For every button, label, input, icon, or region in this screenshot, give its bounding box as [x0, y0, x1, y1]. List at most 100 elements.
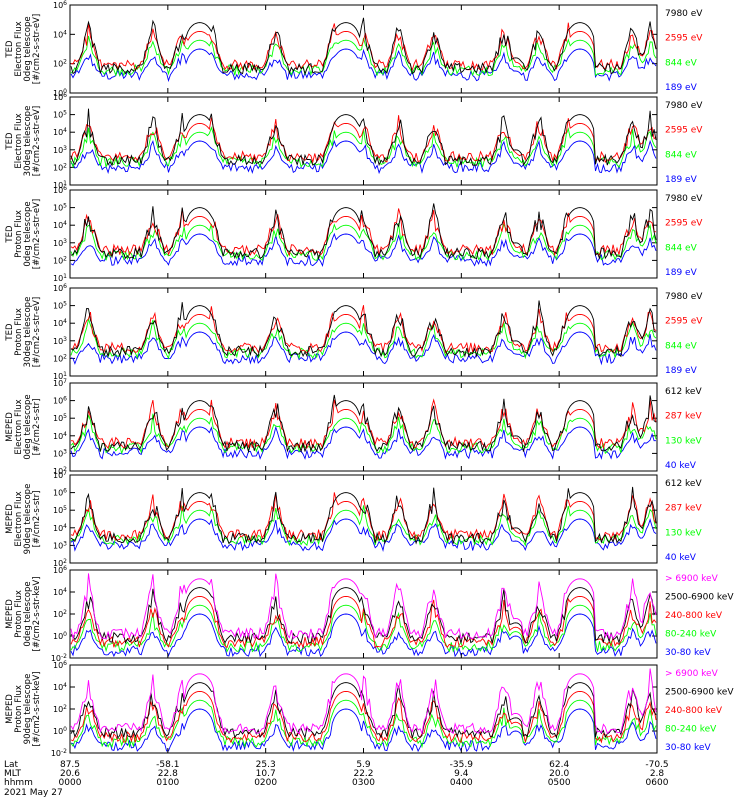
- x-tick-label-hhmm: 0000: [59, 778, 82, 788]
- y-tick-label: 104: [53, 682, 67, 692]
- y-tick-label: 103: [53, 145, 67, 155]
- y-tick-label: 107: [53, 470, 67, 480]
- y-tick-label: 104: [53, 127, 67, 137]
- y-axis-label: TED: [5, 132, 15, 151]
- legend-entry: 7980 eV: [665, 9, 703, 19]
- y-tick-label: 102: [53, 466, 67, 476]
- y-tick-label: 104: [53, 220, 67, 230]
- y-tick-label: 103: [53, 238, 67, 248]
- series-line: [70, 317, 657, 360]
- y-axis-label: 90deg telescope: [23, 674, 33, 745]
- series-line: [70, 108, 657, 167]
- y-tick-label: 104: [53, 523, 67, 533]
- legend-entry: 189 eV: [665, 366, 698, 376]
- y-tick-label: 104: [53, 318, 67, 328]
- y-axis-label: [#/cm2-s-str-keV]: [32, 577, 42, 652]
- y-tick-label: 104: [53, 431, 67, 441]
- y-tick-label: 104: [53, 29, 67, 39]
- x-tick-label-lat: -70.5: [645, 760, 668, 770]
- y-axis-label: 30deg telescope: [23, 106, 33, 177]
- x-tick-label-hhmm: 0400: [450, 778, 473, 788]
- x-tick-label-lat: 5.9: [356, 760, 371, 770]
- series-line: [70, 425, 656, 460]
- y-axis-label: Electron Flux: [14, 491, 24, 546]
- y-tick-label: 107: [53, 378, 67, 388]
- legend-entry: > 6900 keV: [665, 574, 719, 584]
- series-line: [70, 394, 657, 454]
- y-tick-label: 105: [53, 203, 67, 213]
- y-axis-label: MEPED: [5, 412, 15, 442]
- legend-entry: 40 keV: [665, 553, 697, 563]
- y-tick-label: 106: [53, 92, 67, 102]
- y-tick-label: 100: [53, 88, 67, 98]
- x-row-label-mlt: MLT: [4, 769, 22, 779]
- series-line: [70, 492, 657, 542]
- legend-entry: 130 keV: [665, 436, 702, 446]
- x-tick-label-mlt: 20.6: [60, 769, 80, 779]
- y-tick-label: 105: [53, 413, 67, 423]
- y-tick-label: 100: [53, 726, 67, 736]
- y-tick-label: 103: [53, 336, 67, 346]
- panel-3: 101 102 103 104 105 106 TED Proton Flux 0deg tel…: [5, 185, 703, 283]
- y-tick-label: 101: [53, 180, 67, 190]
- legend-entry: 2500-6900 keV: [665, 688, 734, 698]
- date-label: 2021 May 27: [4, 788, 63, 798]
- panel-7: 10-2 100 102 104 106 MEPED Proton Flux 0deg tel…: [5, 565, 734, 663]
- series-line: [70, 682, 657, 740]
- y-tick-label: 100: [53, 631, 67, 641]
- legend-entry: 80-240 keV: [665, 725, 717, 735]
- y-tick-label: 102: [53, 255, 67, 265]
- x-tick-label-mlt: 9.4: [454, 769, 469, 779]
- legend-entry: 7980 eV: [665, 194, 703, 204]
- x-row-label-hhmm: hhmm: [4, 778, 33, 788]
- y-axis-label: Electron Flux: [14, 399, 24, 454]
- y-axis-label: MEPED: [5, 504, 15, 534]
- x-tick-label-lat: 87.5: [60, 760, 80, 770]
- x-tick-label-mlt: 2.8: [650, 769, 665, 779]
- legend-entry: 189 eV: [665, 175, 698, 185]
- y-axis-label: [#/cm2-s-str-keV]: [32, 672, 42, 747]
- series-line: [70, 22, 657, 72]
- legend-entry: 844 eV: [665, 58, 698, 68]
- y-axis-label: Proton Flux: [14, 590, 24, 638]
- y-tick-label: 104: [53, 587, 67, 597]
- x-tick-label-hhmm: 0500: [548, 778, 571, 788]
- legend-entry: 30-80 keV: [665, 648, 711, 658]
- y-axis-label: TED: [5, 323, 15, 342]
- y-axis-label: TED: [5, 225, 15, 244]
- x-tick-label-mlt: 10.7: [256, 769, 276, 779]
- y-axis-label: Proton Flux: [14, 308, 24, 356]
- series-line: [70, 486, 657, 545]
- x-row-label-lat: Lat: [4, 760, 19, 770]
- series-line: [70, 505, 657, 547]
- legend-entry: 30-80 keV: [665, 743, 711, 753]
- y-tick-label: 102: [53, 353, 67, 363]
- y-axis-label: 0deg telescope: [23, 394, 33, 459]
- y-tick-label: 106: [53, 396, 67, 406]
- series-line: [70, 699, 657, 749]
- y-axis-label: [#/cm2-s-str-eV]: [32, 297, 42, 367]
- x-tick-label-lat: 62.4: [549, 760, 569, 770]
- y-axis-label: MEPED: [5, 599, 15, 629]
- x-tick-label-hhmm: 0300: [352, 778, 375, 788]
- legend-entry: 240-800 keV: [665, 611, 723, 621]
- x-tick-label-hhmm: 0100: [156, 778, 179, 788]
- legend-entry: 189 eV: [665, 83, 698, 93]
- legend-entry: 2500-6900 keV: [665, 593, 734, 603]
- series-line: [70, 604, 657, 653]
- x-tick-label-hhmm: 0200: [254, 778, 277, 788]
- legend-entry: 40 keV: [665, 461, 697, 471]
- legend-entry: 2595 eV: [665, 126, 703, 136]
- y-axis-label: Electron Flux: [14, 21, 24, 76]
- legend-entry: 80-240 keV: [665, 630, 717, 640]
- y-axis-label: Proton Flux: [14, 210, 24, 258]
- series-line: [70, 203, 657, 261]
- x-tick-label-mlt: 22.2: [353, 769, 373, 779]
- series-line: [70, 223, 657, 262]
- y-axis-label: TED: [5, 40, 15, 59]
- y-axis-label: [#/cm2-s-str-eV]: [32, 199, 42, 269]
- legend-entry: 240-800 keV: [665, 706, 723, 716]
- y-tick-label: 105: [53, 301, 67, 311]
- x-tick-label-mlt: 20.0: [549, 769, 569, 779]
- panel-2: 101 102 103 104 105 106 TED Electron Flux 30deg …: [5, 92, 703, 190]
